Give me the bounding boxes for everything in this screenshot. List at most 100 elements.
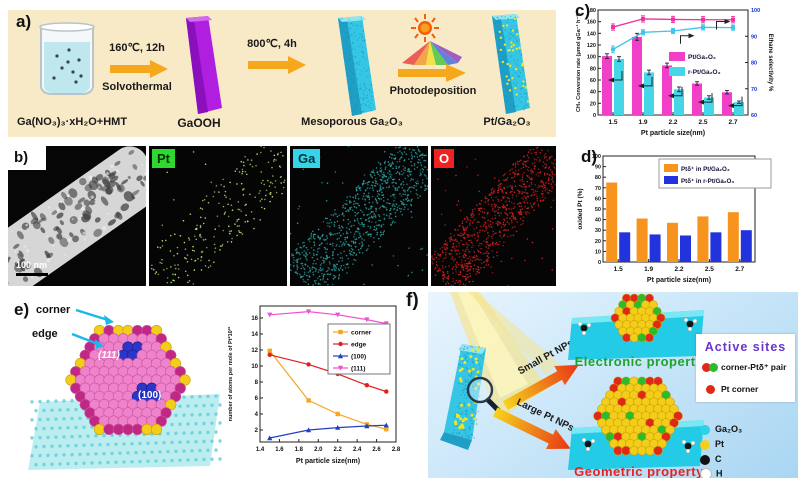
panel-b-label: b) <box>8 146 46 170</box>
svg-text:(100): (100) <box>351 354 366 361</box>
product2-label: Mesoporous Ga₂O₃ <box>301 116 403 128</box>
svg-text:4: 4 <box>255 412 259 418</box>
svg-text:16: 16 <box>251 316 258 322</box>
svg-text:2.2: 2.2 <box>674 266 683 273</box>
mesoporous-rod <box>338 16 376 116</box>
svg-text:2: 2 <box>255 428 259 434</box>
legend-corner-entry: Pt corner <box>706 384 758 395</box>
product1-label: GaOOH <box>177 116 221 130</box>
arrow-right-icon <box>110 60 168 78</box>
svg-text:2.2: 2.2 <box>668 119 677 126</box>
red-dot-icon <box>702 363 711 373</box>
panel-e-model: e) corner edge (111) (100) 2 4 6 8 10 12 14 16 1… <box>8 292 401 478</box>
white-dot-icon <box>700 468 712 478</box>
svg-text:80: 80 <box>595 175 601 181</box>
svg-text:1.6: 1.6 <box>275 447 284 453</box>
svg-text:14: 14 <box>251 332 258 338</box>
step3-method: Photodeposition <box>389 85 477 97</box>
step1-temp: 160℃, 12h <box>109 42 165 54</box>
svg-text:1.5: 1.5 <box>614 266 623 273</box>
corner-label: corner <box>36 304 71 316</box>
svg-text:1.9: 1.9 <box>638 119 647 126</box>
red-dot-icon <box>706 385 715 395</box>
svg-text:180: 180 <box>587 8 596 14</box>
svg-text:2.5: 2.5 <box>698 119 707 126</box>
edge-label: edge <box>32 328 58 340</box>
electronic-property-label: Electronic property <box>574 354 704 369</box>
svg-text:160: 160 <box>587 20 596 26</box>
svg-text:oxided Pt (%): oxided Pt (%) <box>577 188 584 229</box>
legend-ga2o3: Ga₂O₃ <box>700 424 742 435</box>
gaooh-rod <box>186 16 222 114</box>
legend-pair-entry: corner-Ptδ⁺ pair <box>702 362 786 373</box>
svg-text:12: 12 <box>251 348 258 354</box>
chart-oxidized-pt: 0 10 20 30 40 50 60 70 80 90 100 1.5 1.9 2.2 2.5 2.7 Ptδ… <box>577 154 772 284</box>
panel-f-mechanism: f) Small Pt NPs Large Pt NPs <box>404 290 798 478</box>
large-nanoparticle <box>593 376 683 456</box>
face-100-label: (100) <box>138 390 162 401</box>
svg-text:Ethane selectivity %: Ethane selectivity % <box>767 34 773 92</box>
product3-label: Pt/Ga₂O₃ <box>483 116 531 128</box>
element-chip-ga: Ga <box>293 149 321 168</box>
pt-ga2o3-rod-icon <box>440 344 486 450</box>
legend-h: H <box>700 468 723 478</box>
green-dot-icon <box>709 363 718 373</box>
svg-text:40: 40 <box>590 90 596 96</box>
svg-text:edge: edge <box>351 342 367 349</box>
panel-c-label: c) <box>575 1 591 20</box>
svg-text:2.7: 2.7 <box>728 119 737 126</box>
svg-text:20: 20 <box>595 239 601 245</box>
corner-edge-arrows-icon <box>71 308 114 349</box>
active-sites-legend: Active sites corner-Ptδ⁺ pair Pt corner <box>696 334 795 402</box>
svg-text:2.2: 2.2 <box>334 447 343 453</box>
svg-text:70: 70 <box>595 186 601 192</box>
svg-text:Pt particle size(nm): Pt particle size(nm) <box>647 277 711 284</box>
svg-text:40: 40 <box>595 218 601 224</box>
svg-text:80: 80 <box>751 61 757 67</box>
svg-text:20: 20 <box>590 101 596 107</box>
panel-e-label: e) <box>14 300 30 319</box>
panel-d-label: d) <box>581 147 598 166</box>
svg-text:80: 80 <box>590 66 596 72</box>
svg-text:30: 30 <box>595 228 601 234</box>
pt-ga2o3-rod <box>492 14 530 114</box>
svg-text:10: 10 <box>595 249 601 255</box>
face-111-label: (111) <box>98 350 120 361</box>
svg-text:corner: corner <box>351 330 372 337</box>
svg-text:Pt particle size(nm): Pt particle size(nm) <box>641 130 705 137</box>
small-large-arrows-icon <box>492 364 579 449</box>
sun-icon <box>411 14 439 42</box>
svg-text:2.6: 2.6 <box>372 447 381 453</box>
panel-f-label: f) <box>406 290 419 311</box>
svg-text:90: 90 <box>595 165 601 171</box>
methane-molecules-icon <box>577 317 698 336</box>
panel-a-label: a) <box>16 12 32 31</box>
light-beam-icon <box>450 292 558 420</box>
eds-map-ga: Ga <box>290 146 428 286</box>
legend-c: C <box>700 454 722 465</box>
svg-text:1.5: 1.5 <box>608 119 617 126</box>
svg-text:100: 100 <box>751 8 760 14</box>
geometric-property-label: Geometric property <box>574 464 704 478</box>
svg-text:Pt/Ga₂O₃: Pt/Ga₂O₃ <box>688 54 716 61</box>
small-nanoparticle <box>610 293 666 343</box>
svg-text:number of atoms per mole of Pt: number of atoms per mole of Pt*10²² <box>227 326 234 421</box>
precursor-label: Ga(NO₃)₃·xH₂O+HMT <box>16 116 128 128</box>
svg-text:60: 60 <box>595 196 601 202</box>
svg-text:Ptδ⁺ in r-Pt/Ga₂O₃: Ptδ⁺ in r-Pt/Ga₂O₃ <box>681 178 734 185</box>
cyan-dot-icon <box>700 424 710 435</box>
chart-conversion-selectivity: 0 20 40 60 80 100 120 140 160 180 60 70 80 90 100 1.5 1.… <box>575 8 773 137</box>
scale-bar-label: 100 nm <box>16 260 48 270</box>
rainbow-light-icon <box>402 41 462 65</box>
svg-text:1.8: 1.8 <box>295 447 304 453</box>
element-chip-o: O <box>434 149 455 168</box>
svg-text:2.7: 2.7 <box>735 266 744 273</box>
active-sites-title: Active sites <box>704 340 787 354</box>
svg-text:70: 70 <box>751 87 757 93</box>
svg-text:2.0: 2.0 <box>314 447 323 453</box>
nanoparticle-model <box>28 325 222 470</box>
svg-text:6: 6 <box>255 396 259 402</box>
arrow-right-icon <box>248 56 306 74</box>
eds-map-o: O <box>431 146 556 286</box>
